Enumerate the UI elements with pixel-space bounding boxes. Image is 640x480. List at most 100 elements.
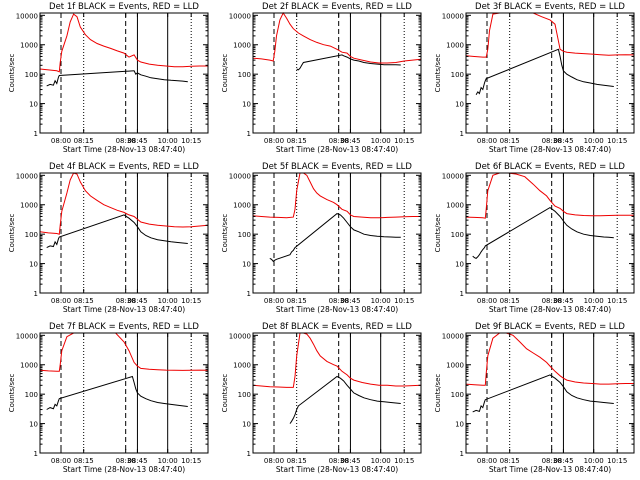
y-tick-label: 1 [460,290,464,298]
panel-title: Det 6f BLACK = Events, RED = LLD [475,162,625,172]
y-tick-label: 1000 [233,362,251,370]
panel-title: Det 9f BLACK = Events, RED = LLD [475,322,625,332]
x-tick-label: 08:45 [127,457,147,465]
x-tick-label: 10:00 [371,457,391,465]
y-tick-label: 10000 [229,172,251,180]
x-tick-label: 10:15 [181,457,201,465]
y-axis-label: Counts/sec [8,214,16,253]
x-tick-label: 08:30 [116,297,136,305]
x-tick-label: 10:00 [158,297,178,305]
lld-series-line [39,172,209,235]
y-tick-label: 1 [247,450,251,458]
x-tick-label: 10:15 [181,297,201,305]
x-tick-label: 08:30 [542,457,562,465]
panel-title: Det 7f BLACK = Events, RED = LLD [49,322,199,332]
x-tick-label: 08:45 [553,457,573,465]
y-axis-label: Counts/sec [434,54,442,93]
y-tick-label: 100 [25,231,38,239]
x-tick-label: 08:00 [477,457,497,465]
x-tick-label: 08:00 [264,297,284,305]
x-tick-label: 08:00 [51,137,71,145]
x-tick-label: 10:15 [181,137,201,145]
plot-frame [465,332,635,454]
panel-2: Det 2f BLACK = Events, RED = LLD 1 10 100 10… [221,2,422,154]
lld-series-line [252,11,422,64]
x-tick-label: 08:30 [116,457,136,465]
y-tick-label: 10000 [16,12,38,20]
plot-frame [252,12,422,134]
y-tick-label: 1 [34,450,38,458]
x-tick-label: 10:15 [607,297,627,305]
panel-6: Det 6f BLACK = Events, RED = LLD 1 10 100 10… [434,162,635,314]
x-tick-label: 08:00 [477,297,497,305]
x-axis-label: Start Time (28-Nov-13 08:47:40) [63,145,185,154]
y-tick-label: 100 [451,391,464,399]
x-tick-label: 08:15 [500,137,520,145]
y-tick-label: 10000 [442,172,464,180]
y-tick-label: 1000 [446,42,464,50]
y-tick-label: 100 [238,231,251,239]
y-tick-label: 10 [29,421,38,429]
x-tick-label: 08:45 [340,457,360,465]
x-tick-label: 08:45 [553,297,573,305]
plot-frame [39,12,209,134]
panel-title: Det 4f BLACK = Events, RED = LLD [49,162,199,172]
events-series-line [46,70,188,87]
x-tick-label: 08:15 [287,457,307,465]
events-series-line [475,48,614,95]
x-tick-label: 08:45 [127,297,147,305]
x-axis-label: Start Time (28-Nov-13 08:47:40) [489,465,611,474]
y-tick-label: 10 [455,421,464,429]
x-axis-label: Start Time (28-Nov-13 08:47:40) [489,145,611,154]
y-tick-label: 1000 [20,362,38,370]
y-axis-label: Counts/sec [8,374,16,413]
x-tick-label: 10:15 [394,457,414,465]
x-tick-label: 08:15 [500,457,520,465]
y-tick-label: 10 [29,261,38,269]
events-series-line [472,374,614,413]
y-axis-label: Counts/sec [434,214,442,253]
y-tick-label: 100 [25,391,38,399]
lld-series-line [39,332,209,372]
y-tick-label: 1 [460,450,464,458]
panel-7: Det 7f BLACK = Events, RED = LLD 1 10 100 10… [8,322,209,474]
x-axis-label: Start Time (28-Nov-13 08:47:40) [63,305,185,314]
panel-title: Det 5f BLACK = Events, RED = LLD [262,162,412,172]
y-tick-label: 10 [242,261,251,269]
panel-title: Det 8f BLACK = Events, RED = LLD [262,322,412,332]
plot-frame [39,332,209,454]
y-tick-label: 100 [451,231,464,239]
x-tick-label: 08:45 [127,137,147,145]
events-series-line [269,213,401,262]
lld-series-line [252,172,421,219]
x-tick-label: 10:00 [371,137,391,145]
lld-series-line [465,332,634,386]
x-axis-label: Start Time (28-Nov-13 08:47:40) [63,465,185,474]
y-axis-label: Counts/sec [434,374,442,413]
x-axis-label: Start Time (28-Nov-13 08:47:40) [276,465,398,474]
x-tick-label: 08:45 [553,137,573,145]
y-axis-label: Counts/sec [221,54,229,93]
y-tick-label: 10000 [16,172,38,180]
plot-frame [465,12,635,134]
panel-9: Det 9f BLACK = Events, RED = LLD 1 10 100 10… [434,322,635,474]
x-axis-label: Start Time (28-Nov-13 08:47:40) [276,145,398,154]
x-axis-label: Start Time (28-Nov-13 08:47:40) [489,305,611,314]
y-tick-label: 1000 [233,42,251,50]
plot-frame [252,172,422,294]
y-axis-label: Counts/sec [8,54,16,93]
x-tick-label: 08:00 [51,457,71,465]
panel-title: Det 1f BLACK = Events, RED = LLD [49,2,199,12]
y-tick-label: 10000 [229,12,251,20]
y-tick-label: 10 [29,101,38,109]
y-tick-label: 10 [242,101,251,109]
x-tick-label: 10:15 [607,137,627,145]
x-tick-label: 08:00 [477,137,497,145]
x-tick-label: 08:15 [287,137,307,145]
x-tick-label: 08:15 [74,457,94,465]
events-series-line [46,214,188,249]
x-tick-label: 08:30 [542,297,562,305]
y-tick-label: 1000 [233,202,251,210]
x-tick-label: 10:00 [371,297,391,305]
panel-1: Det 1f BLACK = Events, RED = LLD 1 10 100 10… [8,2,209,154]
